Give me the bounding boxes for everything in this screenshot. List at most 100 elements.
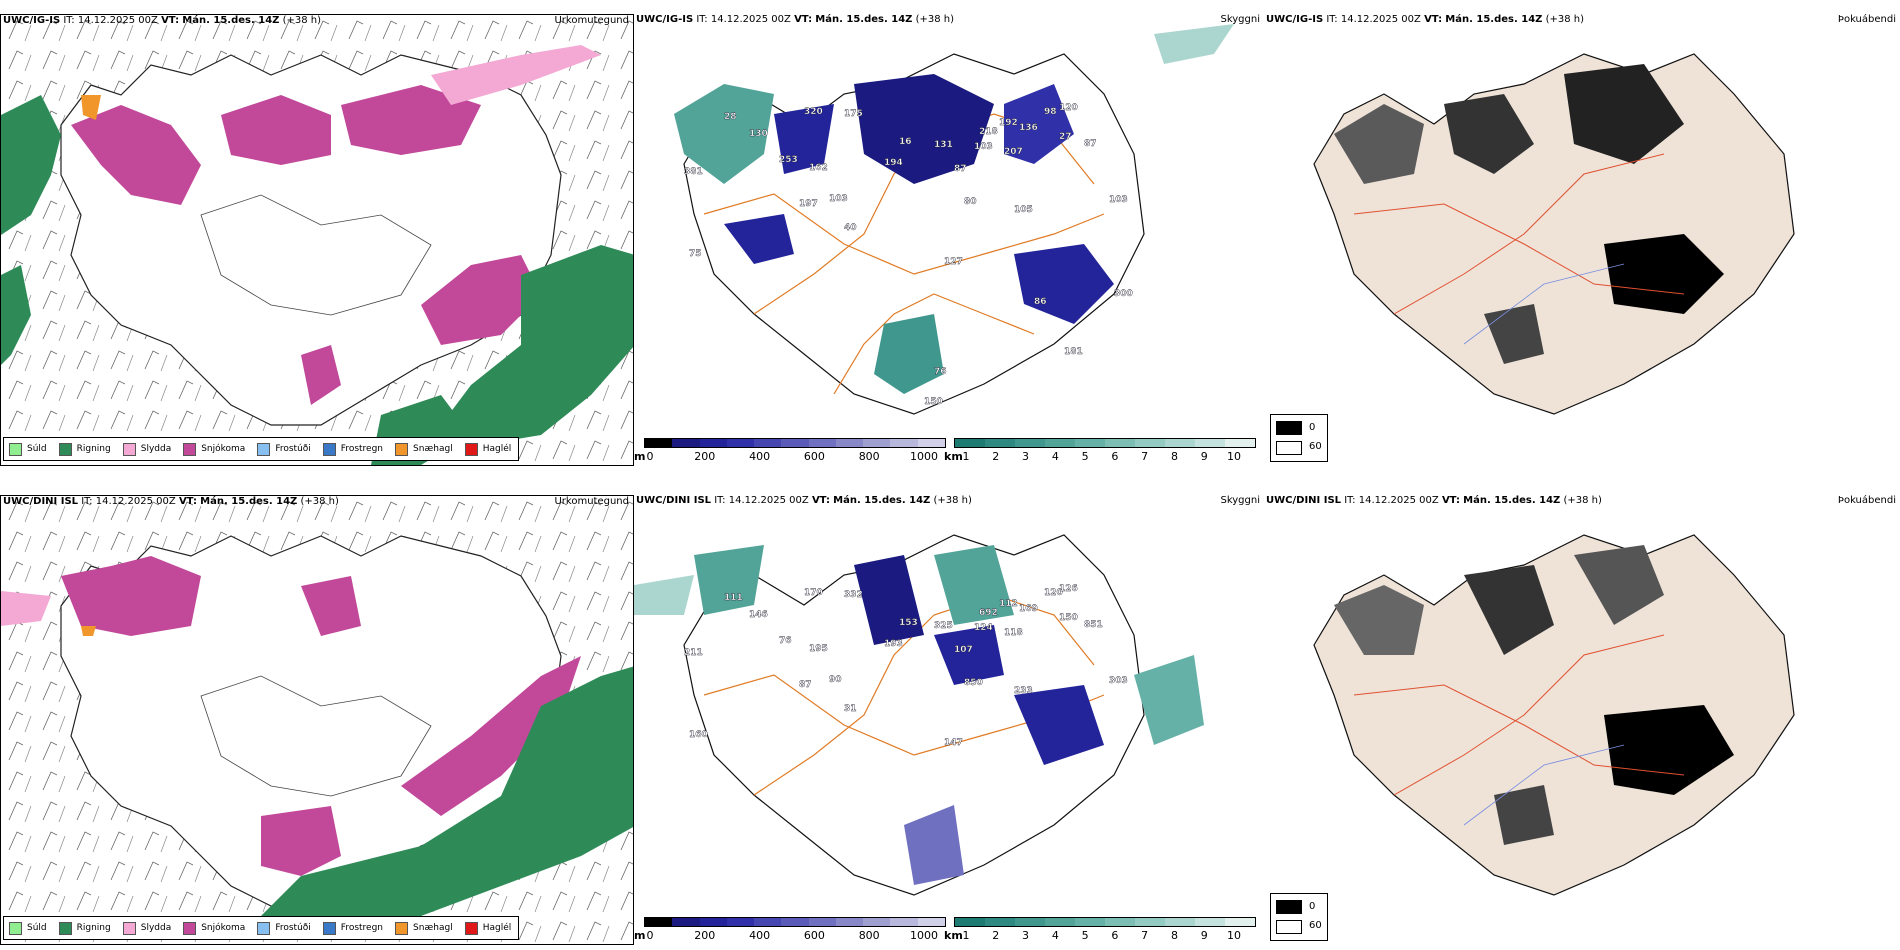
visibility-value-label: 120 — [1044, 588, 1063, 598]
colorbar-unit: km — [944, 929, 963, 942]
legend-item: Rigning — [58, 921, 111, 935]
visibility-value-label: 851 — [1084, 620, 1103, 630]
legend-item: Frostregn — [322, 442, 383, 456]
colorbar-tick: 2 — [992, 929, 1000, 942]
colorbar-step — [917, 439, 945, 447]
valid-time: Mán. 15.des. 14Z — [815, 14, 913, 25]
legend-swatch — [183, 921, 197, 935]
visibility-map-top: 28 130 320 175 253 162 381 103 197 40 75 16 194 131 87… — [674, 24, 1234, 415]
colorbar-strip — [954, 917, 1256, 927]
colorbar-step — [754, 439, 782, 447]
colorbar-tick: 8 — [1170, 929, 1178, 942]
colorbar-tick: 6 — [1111, 450, 1119, 463]
visibility-value-label: 692 — [979, 608, 998, 618]
fog-legend: 0 60 — [1270, 893, 1328, 941]
legend-label: Frostúði — [275, 444, 311, 454]
fog-map-top — [1313, 53, 1795, 415]
valid-time-label: VT: — [811, 495, 830, 506]
visibility-value-label: 150 — [924, 397, 943, 407]
visibility-value-label: 153 — [899, 618, 918, 628]
legend-swatch — [9, 442, 22, 456]
legend-item: Haglél — [464, 442, 512, 456]
legend-item: Súld — [9, 921, 47, 935]
visibility-value-label: 75 — [689, 249, 702, 259]
visibility-value-label: 16 — [899, 137, 912, 147]
visibility-value-label: 87 — [1084, 139, 1097, 149]
valid-time-label: VT: — [178, 496, 197, 507]
visibility-value-label: 103 — [829, 194, 848, 204]
legend-item: Snæhagl — [395, 442, 453, 456]
visibility-value-label: 27 — [1059, 132, 1072, 142]
colorbar-tick: 1000 — [910, 450, 938, 463]
colorbar-tick: 2 — [992, 450, 1000, 463]
legend-item: Slydda — [122, 921, 172, 935]
colorbar-tick: 3 — [1022, 450, 1030, 463]
colorbar-step — [1135, 918, 1165, 926]
visibility-value-label: 181 — [1064, 347, 1083, 357]
legend-swatch — [58, 442, 72, 456]
legend-label: Slydda — [140, 923, 172, 933]
visibility-value-label: 87 — [954, 164, 967, 174]
fog-legend: 0 60 — [1270, 414, 1328, 462]
visibility-value-label: 98 — [1044, 107, 1057, 117]
legend-swatch — [322, 921, 336, 935]
legend-label: Rigning — [76, 923, 111, 933]
legend-swatch — [122, 442, 136, 456]
precip-legend: Súld Rigning Slydda Snjókoma Frostúði Frostre… — [3, 916, 520, 940]
panel-title: UWC/IG-IS IT: 14.12.2025 00Z VT: Mán. 15… — [1266, 14, 1584, 25]
visibility-value-label: 118 — [1004, 628, 1023, 638]
model-name: UWC/IG-IS — [1266, 14, 1324, 25]
colorbar-step — [1015, 439, 1045, 447]
colorbar-unit: km — [944, 450, 963, 463]
visibility-value-label: 146 — [749, 610, 768, 620]
legend-swatch — [395, 921, 409, 935]
colorbar-step — [1105, 439, 1135, 447]
visibility-value-label: 31 — [844, 704, 857, 714]
visibility-panel-top: 28 130 320 175 253 162 381 103 197 40 75 16 194 131 87… — [634, 14, 1264, 466]
init-time-label: IT: — [1326, 14, 1338, 25]
colorbar-strip — [954, 438, 1256, 448]
legend-label: Rigning — [76, 444, 111, 454]
visibility-value-label: 124 — [974, 623, 993, 633]
colorbar-step — [699, 439, 727, 447]
visibility-value-label: 103 — [974, 142, 993, 152]
colorbar-step — [1225, 439, 1255, 447]
colorbar-tick: 7 — [1141, 450, 1149, 463]
visibility-value-label: 126 — [1059, 584, 1078, 594]
colorbar-step — [754, 918, 782, 926]
colorbar-tick: 7 — [1141, 929, 1149, 942]
fog-legend-black — [1276, 900, 1302, 914]
visibility-value-label: 107 — [954, 645, 973, 655]
colorbar-tick: 4 — [1051, 929, 1059, 942]
colorbar-tick: 0 — [646, 929, 654, 942]
lead-time: (+38 h) — [915, 14, 955, 25]
colorbar-step — [955, 439, 985, 447]
visibility-value-label: 197 — [799, 199, 818, 209]
visibility-value-label: 332 — [844, 590, 863, 600]
fog-legend-white — [1276, 441, 1302, 455]
colorbar-unit: m — [634, 929, 646, 942]
visibility-value-label: 150 — [1059, 613, 1078, 623]
valid-time: Mán. 15.des. 14Z — [200, 496, 298, 507]
legend-swatch — [183, 442, 197, 456]
lead-time: (+38 h) — [1563, 495, 1602, 506]
visibility-value-label: 192 — [999, 118, 1018, 128]
terrain-height-colorbar: m 0 200 400 600 800 1000 — [634, 917, 946, 945]
colorbar-step — [1195, 918, 1225, 926]
init-time: 14.12.2025 00Z — [95, 496, 176, 507]
visibility-value-label: 195 — [809, 644, 828, 654]
fog-map-bottom — [1313, 534, 1795, 896]
visibility-value-label: 120 — [1059, 103, 1078, 113]
legend-label: Haglél — [482, 444, 512, 454]
visibility-value-label: 300 — [1114, 289, 1133, 299]
visibility-colorbar: km 1 2 3 4 5 6 7 8 9 10 — [944, 438, 1256, 466]
colorbar-step — [985, 918, 1015, 926]
colorbar-strip — [644, 917, 946, 927]
visibility-value-label: 193 — [884, 639, 903, 649]
colorbar-tick: 400 — [749, 929, 771, 942]
colorbar-step — [781, 918, 809, 926]
visibility-value-label: 211 — [684, 648, 703, 658]
visibility-title: Skyggni — [1220, 495, 1260, 506]
model-name: UWC/DINI ISL — [636, 495, 712, 506]
visibility-value-label: 325 — [934, 621, 953, 631]
